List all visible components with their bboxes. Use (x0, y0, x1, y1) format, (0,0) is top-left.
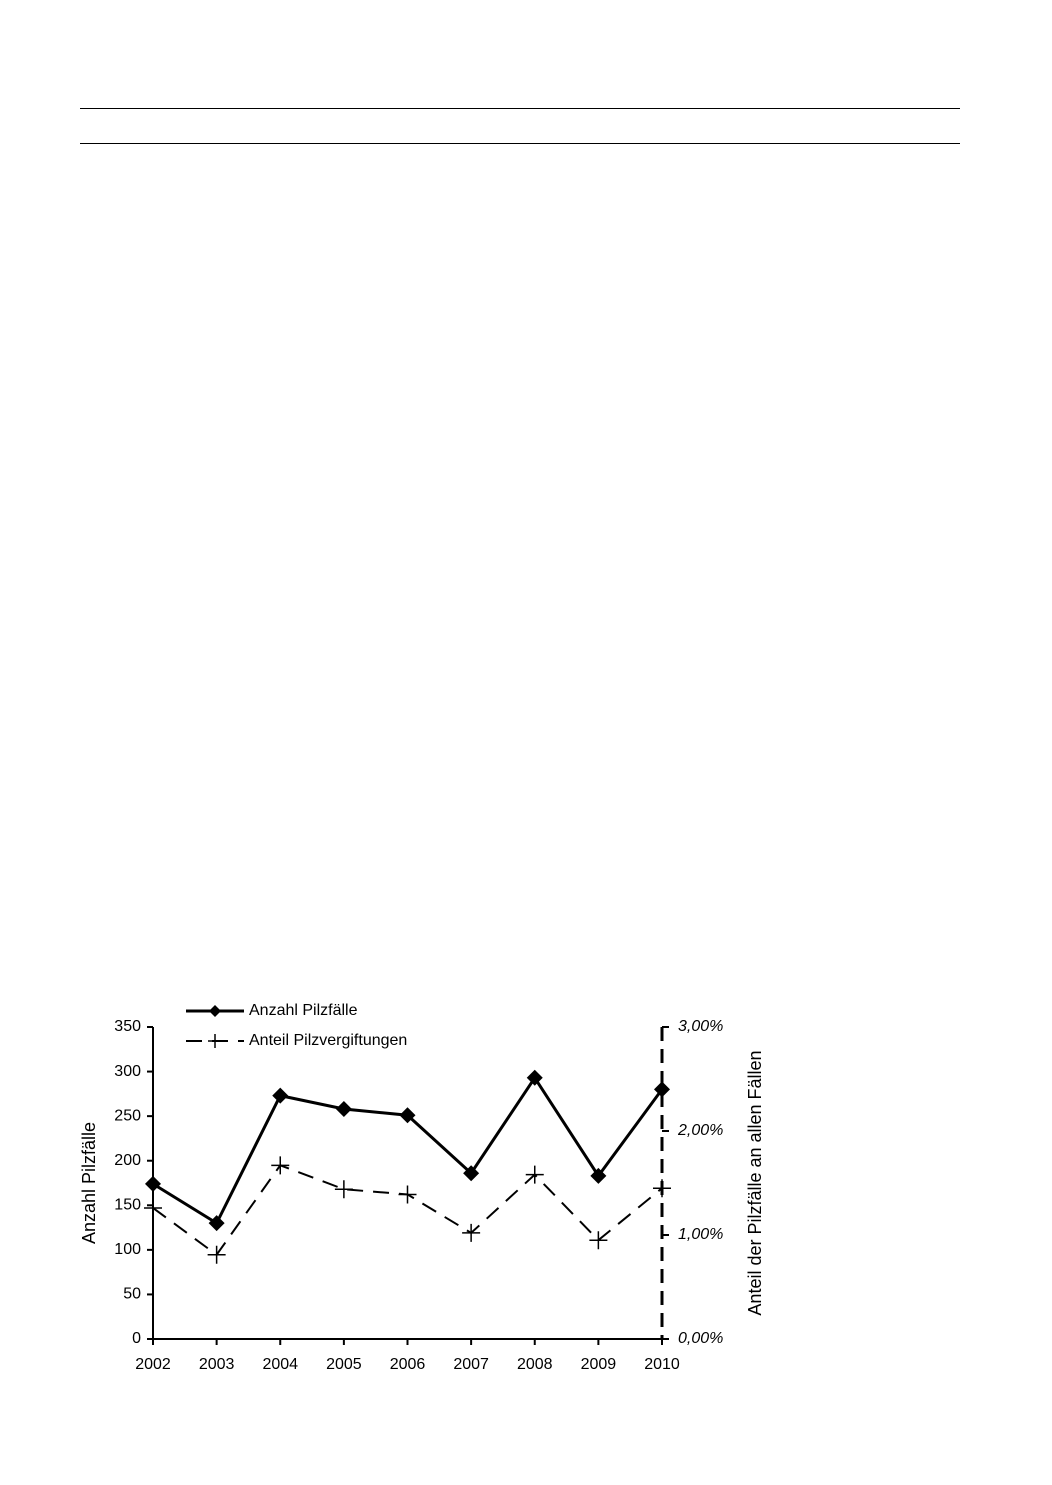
x-tick-label: 2009 (581, 1356, 617, 1373)
y-tick-label: 300 (114, 1063, 141, 1080)
data-point (526, 1069, 543, 1086)
y2-tick-label: 0,00% (678, 1330, 723, 1347)
data-point (272, 1087, 289, 1104)
x-tick-label: 2006 (390, 1356, 426, 1373)
data-point (145, 1175, 161, 1192)
x-tick-label: 2004 (262, 1356, 298, 1373)
data-point (334, 1180, 353, 1199)
y2-axis-title: Anteil der Pilzfälle an allen Fällen (745, 1050, 765, 1315)
y2-tick-label: 3,00% (678, 1018, 723, 1035)
y-tick-label: 200 (114, 1152, 141, 1169)
data-point (335, 1101, 352, 1118)
data-point (208, 1215, 225, 1232)
x-tick-label: 2007 (453, 1356, 489, 1373)
y-tick-label: 50 (123, 1286, 141, 1303)
data-point (653, 1179, 671, 1198)
x-tick-label: 2005 (326, 1356, 362, 1373)
y-tick-label: 150 (114, 1197, 141, 1214)
data-point (590, 1167, 607, 1184)
legend-label: Anteil Pilzvergiftungen (249, 1032, 407, 1049)
data-point (271, 1156, 290, 1175)
data-point (207, 1245, 226, 1264)
data-point (654, 1081, 670, 1098)
legend-marker (208, 1034, 222, 1048)
data-point (398, 1185, 417, 1204)
legend-label: Anzahl Pilzfälle (249, 1002, 358, 1019)
data-point (399, 1107, 416, 1124)
y-axis-title: Anzahl Pilzfälle (79, 1122, 99, 1244)
y-tick-label: 100 (114, 1241, 141, 1258)
data-point (463, 1165, 480, 1182)
data-point (144, 1198, 162, 1217)
data-point (589, 1231, 608, 1250)
x-tick-label: 2002 (135, 1356, 171, 1373)
x-tick-label: 2010 (644, 1356, 680, 1373)
y-tick-label: 250 (114, 1107, 141, 1124)
y-tick-label: 0 (132, 1330, 141, 1347)
y2-tick-label: 1,00% (678, 1226, 723, 1243)
y-tick-label: 350 (114, 1018, 141, 1035)
x-tick-label: 2003 (199, 1356, 235, 1373)
data-point (525, 1165, 544, 1184)
x-tick-label: 2008 (517, 1356, 553, 1373)
legend-marker (209, 1005, 221, 1017)
data-point (462, 1223, 481, 1242)
y2-tick-label: 2,00% (677, 1122, 723, 1139)
